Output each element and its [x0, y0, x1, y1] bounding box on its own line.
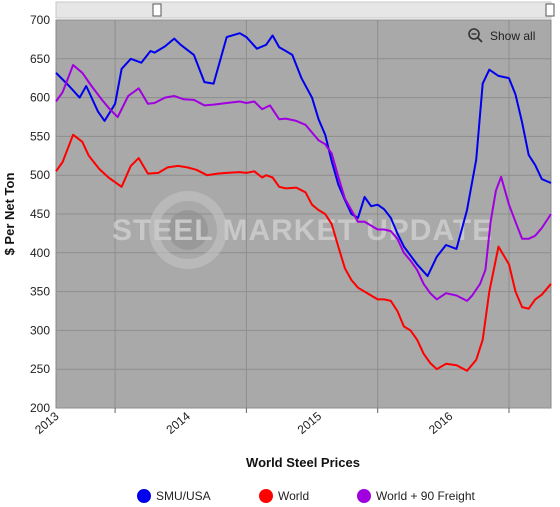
legend-item-1[interactable]: SMU/USA — [137, 489, 211, 503]
legend: SMU/USA World World + 90 Freight — [137, 489, 475, 503]
x-tick-label: 2015 — [295, 409, 325, 437]
y-tick-label: 650 — [30, 52, 50, 66]
series-line-1 — [55, 32, 552, 278]
y-tick-label: 250 — [30, 362, 50, 376]
y-tick-label: 450 — [30, 207, 50, 221]
y-tick-label: 350 — [30, 285, 50, 299]
series-lines — [55, 32, 552, 372]
legend-label: World — [278, 489, 309, 503]
navigator-left-handle[interactable] — [152, 3, 162, 17]
legend-label: World + 90 Freight — [376, 489, 475, 503]
show-all-button[interactable]: Show all — [468, 28, 535, 43]
watermark-logo-ring — [149, 191, 227, 269]
navigator-right-handle[interactable] — [545, 3, 555, 17]
zoom-out-icon — [468, 28, 480, 40]
y-axis-title: $ Per Net Ton — [2, 173, 17, 256]
navigator-track — [55, 1, 552, 19]
series-line-2 — [55, 133, 552, 372]
zoom-out-icon-handle — [477, 37, 483, 43]
navigator-bar[interactable] — [55, 1, 555, 19]
legend-marker — [137, 489, 151, 503]
legend-marker — [357, 489, 371, 503]
x-axis-title: World Steel Prices — [246, 455, 360, 470]
y-tick-label: 400 — [30, 246, 50, 260]
watermark-text: STEEL MARKET UPDATE — [112, 214, 493, 247]
show-all-label: Show all — [490, 29, 535, 43]
legend-item-3[interactable]: World + 90 Freight — [357, 489, 475, 503]
legend-item-2[interactable]: World — [259, 489, 309, 503]
y-tick-label: 550 — [30, 129, 50, 143]
y-tick-label: 500 — [30, 168, 50, 182]
watermark-logo-center — [168, 210, 208, 250]
y-axis-ticks: 200 250 300 350 400 450 500 550 600 650 700 — [30, 13, 50, 415]
y-tick-label: 700 — [30, 13, 50, 27]
x-tick-label: 2014 — [163, 409, 193, 437]
steel-market-update-watermark: STEEL MARKET UPDATE — [112, 191, 493, 269]
legend-marker — [259, 489, 273, 503]
y-tick-label: 300 — [30, 323, 50, 337]
grid-lines — [56, 19, 551, 409]
x-tick-label: 2016 — [426, 409, 456, 437]
y-tick-label: 600 — [30, 91, 50, 105]
legend-label: SMU/USA — [156, 489, 211, 503]
x-axis-ticks: 2013 2014 2015 2016 — [32, 408, 510, 437]
series-line-3 — [55, 64, 552, 302]
y-tick-label: 200 — [30, 401, 50, 415]
